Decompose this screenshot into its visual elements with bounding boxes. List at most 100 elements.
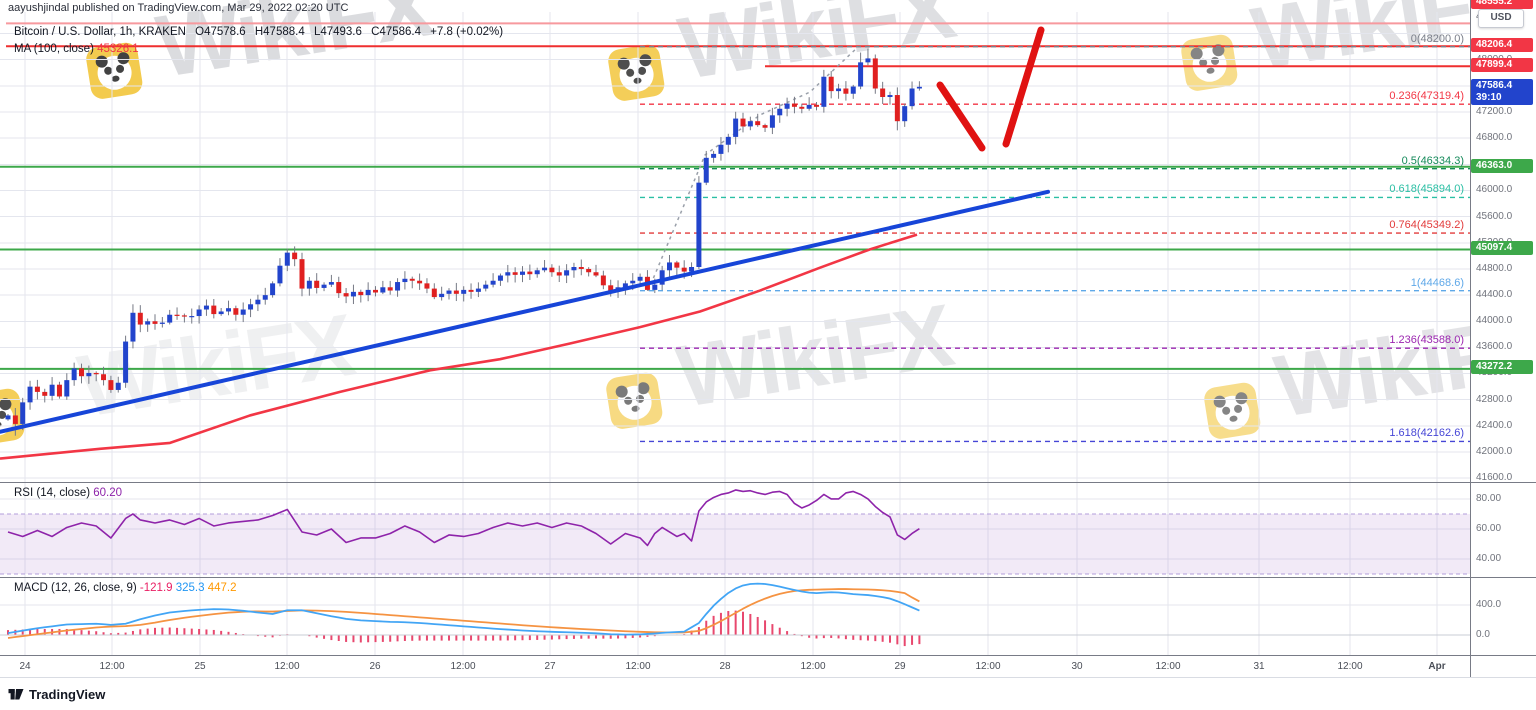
time-tick-label: 24 [19, 661, 31, 672]
wikifx-watermark: WikiFX [603, 285, 957, 437]
rsi-label: RSI (14, close) [14, 487, 91, 499]
wikifx-panda-icon [1201, 380, 1264, 447]
ohlc-high: H47588.4 [254, 26, 305, 38]
price-axis[interactable]: 48400.048000.047200.046800.046400.046000… [1470, 0, 1536, 678]
axis-label: 46000.0 [1476, 184, 1513, 195]
time-tick-label: 25 [194, 661, 206, 672]
time-tick-label: Apr [1428, 661, 1446, 672]
red-arrow-annotation [936, 26, 1045, 152]
time-tick-label: 27 [544, 661, 556, 672]
time-tick-label: 26 [369, 661, 381, 672]
price-chip: 47899.4 [1471, 58, 1533, 72]
price-chip: 45097.4 [1471, 241, 1533, 255]
time-tick-label: 12:00 [450, 661, 476, 672]
pane-separator-rsi[interactable] [0, 482, 1536, 483]
fib-connector [647, 46, 859, 292]
wikifx-watermark: WikiFX [605, 0, 959, 109]
price-chip: 46363.0 [1471, 159, 1533, 173]
fib-label: 0(48200.0) [1410, 32, 1464, 45]
axis-label: 45600.0 [1476, 211, 1513, 222]
axis-label: 44000.0 [1476, 315, 1513, 326]
rsi-value: 60.20 [93, 487, 123, 499]
time-tick-label: 28 [719, 661, 731, 672]
ma-legend[interactable]: MA (100, close) 45326.1 [14, 43, 139, 55]
currency-chip: USD [1478, 9, 1524, 28]
macd-line [7, 582, 920, 636]
tradingview-brand-text: TradingView [29, 686, 106, 702]
axis-label: 80.00 [1476, 493, 1502, 504]
price-chip: 47586.4 39:10 [1471, 79, 1533, 105]
fib-label: 1(44468.6) [1410, 276, 1464, 289]
time-tick-label: 12:00 [99, 661, 125, 672]
pane-separator-macd[interactable] [0, 577, 1536, 578]
gridlines [0, 12, 1470, 655]
time-tick-label: 30 [1071, 661, 1083, 672]
macd-signal-value: 447.2 [207, 582, 237, 594]
fib-label: 0.618(45894.0) [1389, 183, 1464, 196]
axis-label: 44800.0 [1476, 263, 1513, 274]
fib-label: 0.5(46334.3) [1401, 154, 1464, 167]
axis-label: 42800.0 [1476, 394, 1513, 405]
time-tick-label: 12:00 [625, 661, 651, 672]
axis-label: 0.0 [1476, 629, 1490, 640]
time-tick-label: 12:00 [800, 661, 826, 672]
wikifx-watermark: WikiFX [83, 0, 437, 107]
axis-label: 60.00 [1476, 523, 1502, 534]
horizontal-lines [0, 22, 1470, 370]
time-tick-label: 29 [894, 661, 906, 672]
axis-label: 47200.0 [1476, 106, 1513, 117]
macd-line-value: 325.3 [175, 582, 205, 594]
price-chip: 43272.2 [1471, 360, 1533, 374]
tradingview-logo-icon [8, 689, 24, 700]
time-tick-label: 12:00 [975, 661, 1001, 672]
axis-label: 40.00 [1476, 553, 1502, 564]
ma-label: MA (100, close) [14, 43, 94, 55]
time-tick-label: 12:00 [1155, 661, 1181, 672]
macd-legend[interactable]: MACD (12, 26, close, 9) -121.9 325.3 447… [14, 582, 237, 594]
axis-label: 41600.0 [1476, 472, 1513, 483]
time-tick-label: 31 [1253, 661, 1265, 672]
time-tick-label: 12:00 [1337, 661, 1363, 672]
axis-label: 42400.0 [1476, 420, 1513, 431]
ohlc-low: L47493.6 [313, 26, 362, 38]
ma-100-red [0, 233, 918, 460]
price-chip: 48555.2 [1471, 0, 1533, 9]
axis-border [1470, 0, 1471, 677]
fib-levels [640, 45, 1470, 443]
macd-signal-line [7, 588, 920, 639]
price-chip: 48206.4 [1471, 38, 1533, 52]
macd-histogram [7, 610, 921, 647]
rsi-line [7, 489, 920, 547]
wikifx-panda-icon [83, 40, 146, 107]
candles-series [5, 48, 922, 436]
pane-separator-timeaxis [0, 655, 1536, 656]
fib-label: 1.236(43588.0) [1389, 334, 1464, 347]
macd-hist-value: -121.9 [139, 582, 173, 594]
ohlc-open: O47578.6 [195, 26, 246, 38]
rsi-legend[interactable]: RSI (14, close) 60.20 [14, 487, 122, 499]
ohlc-close: C47586.4 [371, 26, 421, 38]
symbol-title: Bitcoin / U.S. Dollar, 1h, KRAKEN [14, 26, 186, 38]
wikifx-watermark: WikiFX [1201, 295, 1536, 447]
wikifx-panda-icon [605, 42, 668, 109]
axis-label: 44400.0 [1476, 289, 1513, 300]
fib-label: 0.764(45349.2) [1389, 219, 1464, 232]
published-by-line: aayushjindal published on TradingView.co… [8, 2, 349, 14]
axis-label: 42000.0 [1476, 446, 1513, 457]
axis-label: 400.0 [1476, 599, 1502, 610]
symbol-legend[interactable]: Bitcoin / U.S. Dollar, 1h, KRAKEN O47578… [14, 26, 509, 38]
rsi-band [0, 513, 1470, 575]
axis-label: 43600.0 [1476, 341, 1513, 352]
axis-label: 46800.0 [1476, 132, 1513, 143]
fib-label: 1.618(42162.6) [1389, 427, 1464, 440]
ohlc-change: +7.8 (+0.02%) [430, 26, 504, 38]
time-axis[interactable]: 24 12:00 25 12:00 26 12:00 27 12:00 28 12:00 29 12:… [0, 656, 1536, 678]
macd-label: MACD (12, 26, close, 9) [14, 582, 137, 594]
tradingview-footer[interactable]: TradingView [8, 686, 105, 702]
ma-value: 45326.1 [97, 43, 139, 55]
wikifx-panda-icon [603, 370, 666, 437]
blue-trendline [0, 189, 1050, 434]
